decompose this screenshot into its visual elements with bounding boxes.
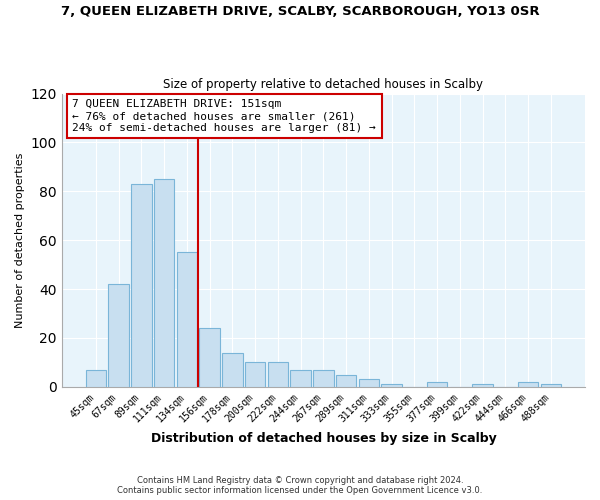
Bar — [176, 252, 197, 387]
Bar — [109, 284, 129, 387]
Y-axis label: Number of detached properties: Number of detached properties — [15, 152, 25, 328]
Text: 7 QUEEN ELIZABETH DRIVE: 151sqm
← 76% of detached houses are smaller (261)
24% o: 7 QUEEN ELIZABETH DRIVE: 151sqm ← 76% of… — [72, 100, 376, 132]
Bar — [86, 370, 106, 387]
Bar — [268, 362, 288, 387]
Bar — [222, 352, 242, 387]
Bar — [518, 382, 538, 387]
Text: 7, QUEEN ELIZABETH DRIVE, SCALBY, SCARBOROUGH, YO13 0SR: 7, QUEEN ELIZABETH DRIVE, SCALBY, SCARBO… — [61, 5, 539, 18]
Bar — [359, 380, 379, 387]
Bar — [131, 184, 152, 387]
Title: Size of property relative to detached houses in Scalby: Size of property relative to detached ho… — [163, 78, 484, 91]
Bar — [336, 374, 356, 387]
Bar — [199, 328, 220, 387]
Bar — [290, 370, 311, 387]
Bar — [382, 384, 402, 387]
Bar — [472, 384, 493, 387]
X-axis label: Distribution of detached houses by size in Scalby: Distribution of detached houses by size … — [151, 432, 496, 445]
Bar — [427, 382, 448, 387]
Bar — [541, 384, 561, 387]
Bar — [245, 362, 265, 387]
Bar — [313, 370, 334, 387]
Text: Contains HM Land Registry data © Crown copyright and database right 2024.
Contai: Contains HM Land Registry data © Crown c… — [118, 476, 482, 495]
Bar — [154, 179, 175, 387]
